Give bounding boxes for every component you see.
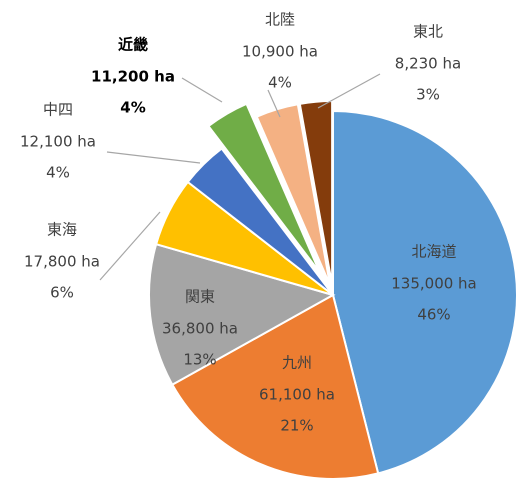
percent-label: 46% bbox=[417, 306, 450, 324]
percent-label: 21% bbox=[280, 417, 313, 435]
category-label: 北海道 bbox=[411, 243, 456, 261]
category-label: 中四 bbox=[43, 101, 73, 119]
category-label: 東海 bbox=[47, 221, 77, 239]
value-label: 11,200 ha bbox=[91, 68, 175, 86]
pie-slice bbox=[298, 100, 334, 286]
pie-slice bbox=[148, 242, 336, 387]
category-label: 関東 bbox=[185, 288, 215, 306]
value-label: 36,800 ha bbox=[162, 320, 238, 338]
value-label: 10,900 ha bbox=[242, 43, 318, 61]
category-label: 九州 bbox=[282, 354, 312, 372]
value-label: 12,100 ha bbox=[20, 133, 96, 151]
value-label: 17,800 ha bbox=[24, 253, 100, 271]
percent-label: 4% bbox=[268, 74, 292, 92]
percent-label: 3% bbox=[416, 86, 440, 104]
leader-line bbox=[317, 73, 381, 109]
value-label: 135,000 ha bbox=[391, 275, 477, 293]
pie-slice bbox=[170, 293, 380, 479]
value-label: 8,230 ha bbox=[395, 55, 461, 73]
leader-line bbox=[99, 211, 161, 281]
pie-slice bbox=[186, 147, 334, 296]
percent-label: 4% bbox=[46, 164, 70, 182]
leader-line bbox=[106, 151, 201, 164]
pie-slice bbox=[332, 109, 517, 475]
category-label: 北陸 bbox=[265, 11, 295, 29]
leader-line bbox=[181, 77, 223, 103]
percent-label: 13% bbox=[183, 351, 216, 369]
leader-line bbox=[267, 89, 281, 118]
category-label: 近畿 bbox=[118, 36, 148, 54]
percent-label: 6% bbox=[50, 284, 74, 302]
percent-label: 4% bbox=[120, 99, 145, 117]
category-label: 東北 bbox=[413, 23, 443, 41]
pie-slice bbox=[207, 102, 321, 274]
value-label: 61,100 ha bbox=[259, 386, 335, 404]
